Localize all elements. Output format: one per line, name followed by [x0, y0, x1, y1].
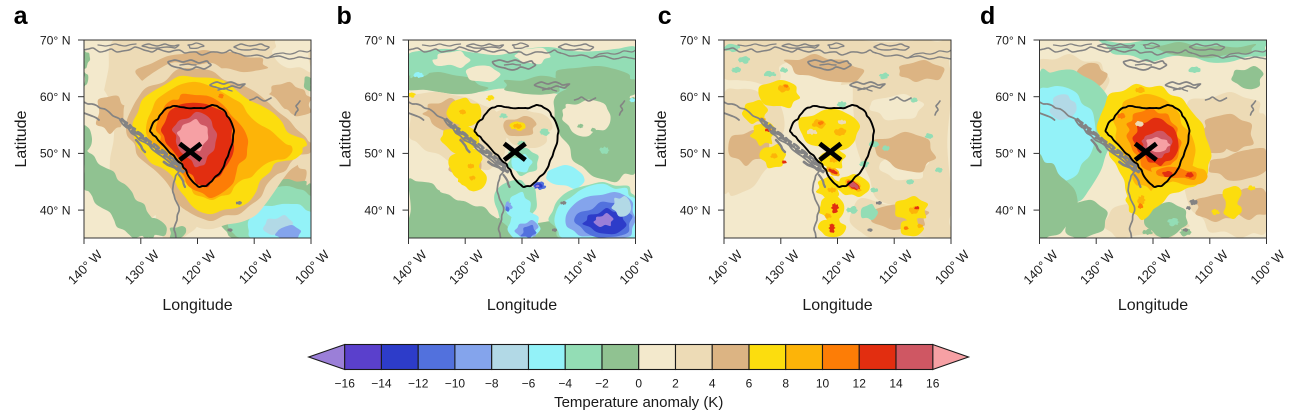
svg-text:70° N: 70° N — [995, 33, 1026, 47]
svg-text:−4: −4 — [558, 377, 572, 391]
svg-text:6: 6 — [746, 377, 753, 391]
svg-text:10: 10 — [816, 377, 830, 391]
svg-text:−10: −10 — [445, 377, 466, 391]
svg-text:Temperature anomaly (K): Temperature anomaly (K) — [554, 394, 723, 411]
svg-text:−2: −2 — [595, 377, 609, 391]
svg-text:50° N: 50° N — [364, 147, 395, 161]
svg-text:−8: −8 — [485, 377, 499, 391]
svg-text:−16: −16 — [335, 377, 356, 391]
svg-text:12: 12 — [853, 377, 867, 391]
svg-text:Longitude: Longitude — [162, 297, 232, 314]
svg-text:Latitude: Latitude — [13, 110, 30, 167]
svg-text:−6: −6 — [522, 377, 536, 391]
svg-text:14: 14 — [889, 377, 903, 391]
svg-text:4: 4 — [709, 377, 716, 391]
svg-text:Latitude: Latitude — [969, 110, 986, 167]
svg-text:60° N: 60° N — [680, 90, 711, 104]
svg-text:2: 2 — [672, 377, 679, 391]
svg-text:70° N: 70° N — [40, 33, 71, 47]
svg-text:40° N: 40° N — [40, 203, 71, 217]
svg-text:8: 8 — [782, 377, 789, 391]
svg-text:Longitude: Longitude — [802, 297, 872, 314]
svg-text:50° N: 50° N — [995, 147, 1026, 161]
svg-text:Longitude: Longitude — [487, 297, 557, 314]
svg-text:16: 16 — [926, 377, 940, 391]
svg-text:40° N: 40° N — [995, 203, 1026, 217]
svg-text:c: c — [658, 2, 672, 30]
svg-text:Latitude: Latitude — [653, 110, 670, 167]
svg-text:70° N: 70° N — [680, 33, 711, 47]
svg-text:Longitude: Longitude — [1118, 297, 1188, 314]
svg-text:60° N: 60° N — [995, 90, 1026, 104]
svg-text:60° N: 60° N — [40, 90, 71, 104]
svg-text:−14: −14 — [371, 377, 392, 391]
svg-text:0: 0 — [635, 377, 642, 391]
svg-text:50° N: 50° N — [680, 147, 711, 161]
svg-text:60° N: 60° N — [364, 90, 395, 104]
svg-text:Latitude: Latitude — [338, 110, 355, 167]
svg-text:40° N: 40° N — [680, 203, 711, 217]
svg-text:−12: −12 — [408, 377, 429, 391]
svg-text:d: d — [980, 2, 995, 30]
svg-text:50° N: 50° N — [40, 147, 71, 161]
svg-text:40° N: 40° N — [364, 203, 395, 217]
svg-text:b: b — [337, 2, 352, 30]
svg-text:70° N: 70° N — [364, 33, 395, 47]
svg-text:a: a — [14, 2, 29, 30]
